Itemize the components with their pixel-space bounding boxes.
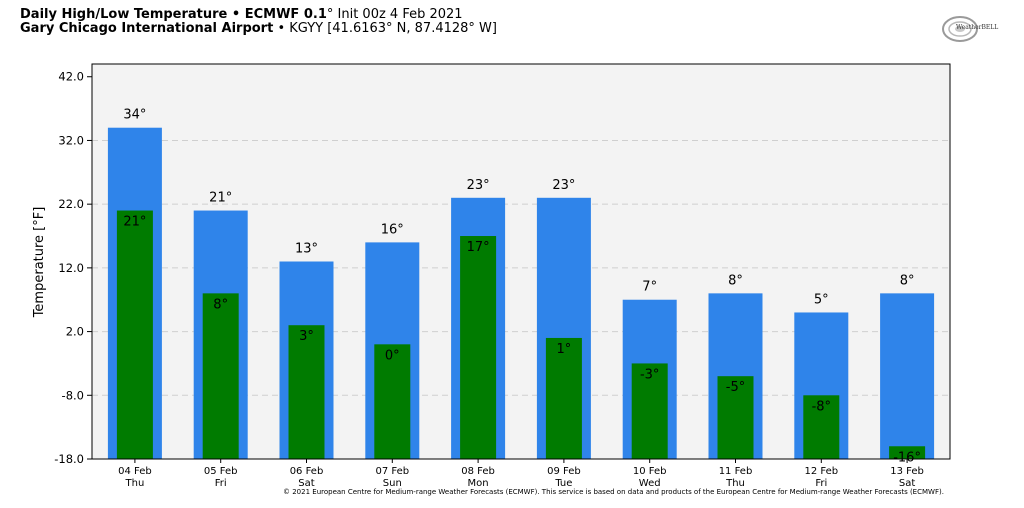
high-temp-label: 5°	[814, 292, 829, 307]
x-tick-date: 09 Feb	[547, 466, 581, 477]
high-temp-label: 13°	[295, 242, 318, 257]
title-main: Daily High/Low Temperature • ECMWF 0.1	[20, 7, 327, 22]
x-tick-date: 11 Feb	[719, 466, 753, 477]
x-tick-date: 08 Feb	[461, 466, 495, 477]
y-axis-label: Temperature [°F]	[32, 207, 47, 319]
x-tick-day: Mon	[468, 478, 489, 489]
low-temp-label: -3°	[640, 367, 659, 382]
high-temp-label: 23°	[467, 178, 490, 193]
x-tick-day: Sun	[383, 478, 402, 489]
logo-text: WeatherBELL	[956, 24, 999, 31]
x-tick-day: Sat	[298, 478, 314, 489]
weatherbell-logo-icon	[942, 16, 978, 42]
x-tick-day: Wed	[639, 478, 661, 489]
low-temp-label: -8°	[812, 399, 831, 414]
x-tick-day: Sat	[899, 478, 915, 489]
station-coords: • KGYY [41.6163° N, 87.4128° W]	[273, 21, 497, 36]
high-temp-label: 23°	[552, 178, 575, 193]
x-tick-date: 07 Feb	[375, 466, 409, 477]
high-temp-label: 8°	[728, 273, 743, 288]
y-tick-label: -8.0	[62, 388, 84, 402]
high-temp-label: 21°	[209, 191, 232, 206]
bar-labels: 34° 21° 21° 8° 13° 3° 16° 0° 23° 17° 23° 1° 7° -3° 8° -…	[123, 108, 921, 466]
x-tick-date: 06 Feb	[290, 466, 324, 477]
high-temp-bar	[880, 293, 935, 459]
x-tick-day: Fri	[815, 478, 827, 489]
y-tick-label: 32.0	[58, 133, 84, 147]
low-temp-bar	[889, 446, 926, 459]
low-temp-label: -16°	[893, 450, 921, 465]
low-temp-bar	[717, 376, 754, 459]
high-temp-label: 8°	[900, 273, 915, 288]
station-name: Gary Chicago International Airport	[20, 21, 274, 36]
y-tick-label: 12.0	[58, 261, 84, 275]
x-tick-date: 04 Feb	[118, 466, 152, 477]
low-temp-bar	[460, 236, 497, 459]
high-temp-label: 16°	[381, 222, 404, 237]
chart-title: Daily High/Low Temperature • ECMWF 0.1° …	[20, 8, 497, 36]
low-temp-label: -5°	[726, 380, 745, 395]
copyright-footer: © 2021 European Centre for Medium-range …	[283, 488, 944, 496]
y-tick-label: 22.0	[58, 197, 84, 211]
x-tick-day: Thu	[125, 478, 145, 489]
low-temp-bar	[545, 337, 582, 459]
title-init: ° Init 00z 4 Feb 2021	[326, 7, 463, 22]
high-temp-label: 7°	[642, 280, 657, 295]
x-tick-date: 10 Feb	[633, 466, 667, 477]
x-tick-date: 12 Feb	[804, 466, 838, 477]
low-temp-bar	[631, 363, 668, 459]
low-temp-label: 3°	[299, 329, 314, 344]
x-tick-day: Tue	[554, 478, 572, 489]
low-temp-bar	[374, 344, 411, 459]
low-temp-bar	[202, 293, 239, 459]
y-tick-label: -18.0	[54, 452, 84, 466]
axes: 42.032.022.012.02.0-8.0-18.004 FebThu05 …	[54, 63, 951, 489]
low-temp-label: 21°	[123, 215, 146, 230]
x-tick-day: Fri	[215, 478, 227, 489]
plot-frame	[91, 63, 951, 460]
x-tick-day: Thu	[725, 478, 745, 489]
low-temp-label: 8°	[213, 297, 228, 312]
high-temp-label: 34°	[123, 108, 146, 123]
low-temp-bar	[803, 395, 840, 459]
low-temp-label: 1°	[557, 342, 572, 357]
bars	[107, 127, 935, 459]
x-tick-date: 05 Feb	[204, 466, 238, 477]
low-temp-bar	[288, 325, 325, 459]
low-temp-bar	[116, 210, 153, 459]
low-temp-label: 0°	[385, 348, 400, 363]
low-temp-label: 17°	[467, 240, 490, 255]
y-tick-label: 42.0	[58, 70, 84, 84]
x-tick-date: 13 Feb	[890, 466, 924, 477]
y-tick-label: 2.0	[66, 325, 84, 339]
